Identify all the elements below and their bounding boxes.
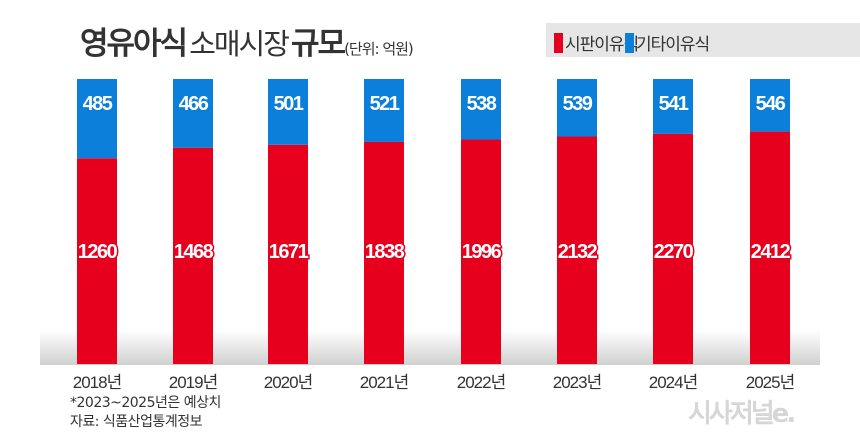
legend-item-other: 기타이유식 — [625, 30, 710, 55]
value-label-retail: 1838 — [365, 241, 405, 263]
value-label-retail: 2412 — [751, 241, 791, 263]
bar-retail-2019년 — [173, 147, 213, 364]
x-tick-label: 2019년 — [169, 373, 217, 392]
title-bold-part-2: 규모 — [291, 26, 346, 62]
x-tick-label: 2023년 — [553, 373, 601, 392]
bar-other-2025년 — [750, 79, 790, 132]
value-label-other: 466 — [179, 93, 209, 115]
x-tick-label: 2024년 — [649, 373, 697, 392]
value-label-retail: 1468 — [174, 241, 214, 263]
value-label-retail: 1671 — [269, 241, 309, 263]
x-tick-label: 2025년 — [746, 373, 794, 392]
bar-retail-2023년 — [557, 136, 597, 364]
legend-swatch-blue — [625, 32, 634, 53]
title-normal-part: 소매시장 — [189, 27, 290, 61]
value-label-retail: 2270 — [654, 241, 694, 263]
bar-other-2023년 — [557, 79, 597, 137]
bar-other-2019년 — [173, 79, 213, 148]
value-label-other: 541 — [659, 93, 689, 115]
title-bold-part: 영유아식 — [80, 26, 188, 62]
unit-label: (단위: 억원) — [344, 40, 414, 58]
legend-item-retail: 시판이유식 — [554, 30, 639, 55]
value-label-other: 521 — [370, 93, 400, 115]
bar-retail-2020년 — [268, 144, 308, 364]
value-label-other: 501 — [274, 93, 304, 115]
forecast-note: *2023~2025년은 예상치 — [70, 395, 221, 411]
bar-retail-2022년 — [461, 139, 501, 364]
legend-swatch-red — [554, 32, 563, 53]
source-note: 자료: 식품산업통계정보 — [70, 414, 202, 430]
x-tick-label: 2021년 — [360, 373, 408, 392]
value-label-other: 485 — [83, 93, 113, 115]
legend-label: 기타이유식 — [636, 35, 710, 55]
value-label-retail: 1260 — [78, 241, 118, 263]
bar-other-2022년 — [461, 79, 501, 140]
value-label-other: 546 — [756, 93, 786, 115]
bar-other-2021년 — [364, 79, 404, 142]
value-label-retail: 1996 — [462, 241, 502, 263]
legend: 시판이유식 기타이유식 — [546, 23, 860, 57]
x-tick-label: 2018년 — [73, 373, 121, 392]
bar-other-2020년 — [268, 79, 308, 145]
value-label-retail: 2132 — [558, 241, 598, 263]
chart-title: 영유아식 소매시장 규모(단위: 억원) — [80, 18, 414, 63]
bar-retail-2025년 — [750, 131, 790, 364]
value-label-other: 539 — [563, 93, 593, 115]
bar-retail-2021년 — [364, 141, 404, 364]
bar-retail-2018년 — [77, 158, 117, 364]
legend-label: 시판이유식 — [565, 35, 639, 55]
x-tick-label: 2020년 — [264, 373, 312, 392]
bar-other-2018년 — [77, 79, 117, 159]
value-label-other: 538 — [467, 93, 497, 115]
bar-other-2024년 — [653, 79, 693, 134]
publisher-logo: 시사저널e. — [688, 399, 796, 429]
x-tick-label: 2022년 — [457, 373, 505, 392]
bar-retail-2024년 — [653, 133, 693, 364]
